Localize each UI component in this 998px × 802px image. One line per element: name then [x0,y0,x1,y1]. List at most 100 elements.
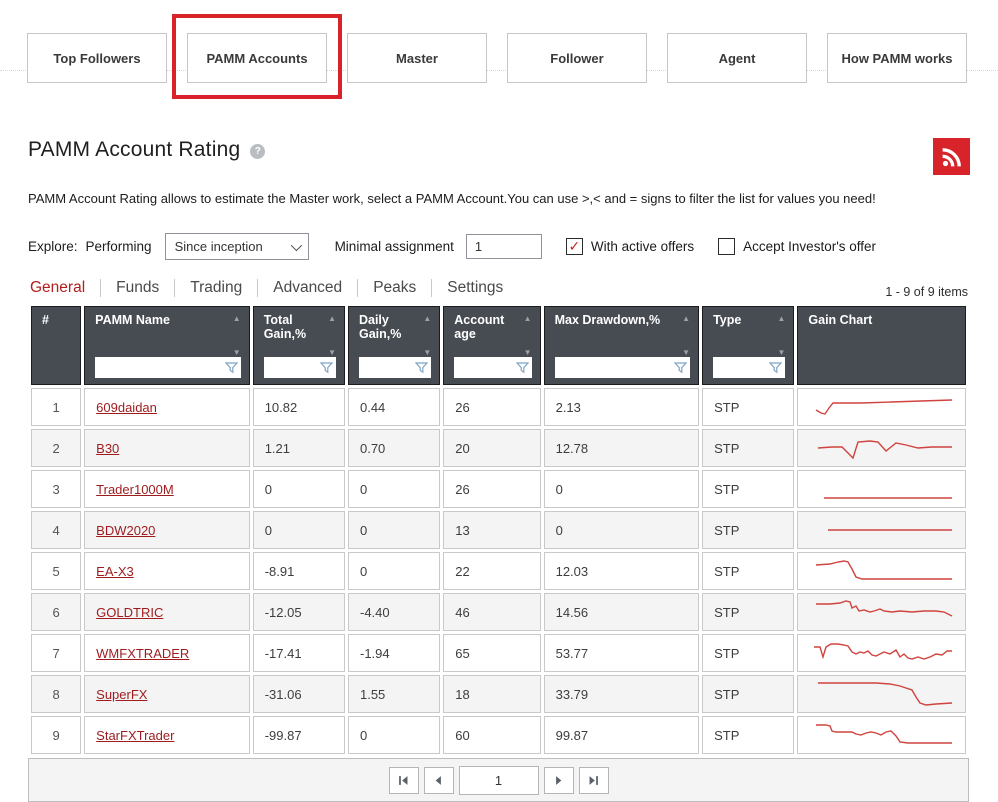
nav-button-pamm-accounts[interactable]: PAMM Accounts [187,33,327,83]
checkbox-checked-icon[interactable]: ✓ [565,238,583,255]
col-label-daily-gain: Daily Gain,% [358,313,402,341]
filter-funnel-icon[interactable] [769,361,783,374]
header-row: # PAMM Name ▲ ▼ Total Gain,% ▲ ▼ [31,306,966,385]
nav-button-how-pamm-works[interactable]: How PAMM works [827,33,967,83]
tab-funds[interactable]: Funds [100,279,174,297]
col-header-total-gain[interactable]: Total Gain,% ▲ ▼ [252,306,345,385]
help-icon[interactable]: ? [250,144,266,159]
gain-chart-cell [797,552,966,590]
last-page-icon [589,775,598,785]
sort-asc-icon[interactable]: ▲ [777,314,786,323]
col-label-total-gain: Total Gain,% [263,313,307,341]
col-header-account-age[interactable]: Account age ▲ ▼ [443,306,541,385]
pamm-name-link[interactable]: StarFXTrader [96,727,175,743]
sort-desc-icon[interactable]: ▼ [423,348,432,357]
tabs-row: General Funds Trading Advanced Peaks Set… [28,279,970,299]
sort-asc-icon[interactable]: ▲ [328,314,336,323]
filter-input-pamm-name[interactable] [98,360,225,375]
filter-input-max-drawdown[interactable] [557,360,675,375]
sort-asc-icon[interactable]: ▲ [523,314,532,323]
pamm-name-link[interactable]: SuperFX [96,686,148,702]
pamm-name-link[interactable]: BDW2020 [96,522,156,538]
max-drawdown-cell: 2.13 [543,388,700,426]
sort-desc-icon[interactable]: ▼ [232,348,241,357]
page-number-input[interactable] [458,765,539,795]
minimal-assignment-input[interactable] [465,234,542,259]
filter-funnel-icon[interactable] [224,361,238,374]
tab-trading[interactable]: Trading [174,279,257,297]
col-header-pamm-name[interactable]: PAMM Name ▲ ▼ [84,306,250,385]
sort-asc-icon[interactable]: ▲ [682,314,691,323]
filter-input-type[interactable] [716,360,770,375]
gain-chart-cell [797,716,966,754]
account-age-cell: 60 [443,716,541,754]
sparkline-chart [814,643,953,660]
table-row: 5 EA-X3 -8.91 0 22 12.03 STP [31,552,966,590]
checkbox-unchecked-icon[interactable] [718,238,736,255]
next-page-button[interactable] [543,766,574,794]
pamm-name-link[interactable]: WMFXTRADER [96,645,190,661]
col-label-max-drawdown: Max Drawdown,% [554,313,661,327]
last-page-button[interactable] [578,766,609,794]
sparkline-chart [824,497,953,499]
rss-icon[interactable] [933,138,970,175]
sparkline-chart [828,529,953,531]
title-row: PAMM Account Rating ? [28,138,970,175]
filter-input-account-age[interactable] [457,360,516,375]
accept-investors-offer-checkbox[interactable]: Accept Investor's offer [718,238,876,255]
table-row: 4 BDW2020 0 0 13 0 STP [31,511,966,549]
tab-settings[interactable]: Settings [431,279,518,297]
filter-input-total-gain[interactable] [266,360,320,375]
nav-button-follower[interactable]: Follower [507,33,647,83]
sparkline-chart [818,682,953,706]
account-age-cell: 26 [443,388,541,426]
col-header-max-drawdown[interactable]: Max Drawdown,% ▲ ▼ [543,306,700,385]
row-index: 5 [31,552,82,590]
nav-button-master[interactable]: Master [347,33,487,83]
daily-gain-cell: 0 [347,552,441,590]
col-header-daily-gain[interactable]: Daily Gain,% ▲ ▼ [347,306,441,385]
nav-button-top-followers[interactable]: Top Followers [27,33,167,83]
filter-funnel-icon[interactable] [319,361,333,374]
pamm-name-link[interactable]: 609daidan [96,399,157,415]
accept-investors-offer-label: Accept Investor's offer [743,239,877,254]
period-select[interactable]: Since inception [164,233,309,260]
first-page-button[interactable] [388,766,419,794]
type-cell: STP [702,552,795,590]
pamm-rating-table: # PAMM Name ▲ ▼ Total Gain,% ▲ ▼ [28,303,969,757]
sort-desc-icon[interactable]: ▼ [682,348,691,357]
pamm-name-link[interactable]: Trader1000M [96,481,174,497]
nav-button-agent[interactable]: Agent [667,33,807,83]
filter-funnel-icon[interactable] [515,361,529,374]
account-age-cell: 46 [443,593,541,631]
sort-asc-icon[interactable]: ▲ [423,314,432,323]
tab-peaks[interactable]: Peaks [357,279,431,297]
tab-advanced[interactable]: Advanced [257,279,357,297]
col-header-type[interactable]: Type ▲ ▼ [702,306,795,385]
sort-desc-icon[interactable]: ▼ [328,348,336,357]
sort-desc-icon[interactable]: ▼ [523,348,532,357]
type-cell: STP [702,675,795,713]
sort-asc-icon[interactable]: ▲ [232,314,241,323]
gain-chart-cell [797,593,966,631]
page-title: PAMM Account Rating [28,138,241,161]
filter-row: Explore: Performing Since inception Mini… [28,233,970,260]
col-header-index: # [31,306,82,385]
prev-page-button[interactable] [423,766,454,794]
filter-input-daily-gain[interactable] [361,360,416,375]
pamm-name-link[interactable]: B30 [96,440,120,456]
with-active-offers-checkbox[interactable]: ✓ With active offers [565,238,694,255]
total-gain-cell: -8.91 [252,552,345,590]
gain-chart-cell [797,675,966,713]
filter-funnel-icon[interactable] [415,361,429,374]
filter-funnel-icon[interactable] [674,361,688,374]
pamm-name-link[interactable]: EA-X3 [96,563,134,579]
pamm-name-link[interactable]: GOLDTRIC [96,604,164,620]
sort-desc-icon[interactable]: ▼ [777,348,786,357]
items-count: 1 - 9 of 9 items [885,285,968,299]
total-gain-cell: -12.05 [252,593,345,631]
max-drawdown-cell: 0 [543,511,700,549]
daily-gain-cell: 0.70 [347,429,441,467]
col-label-gain-chart: Gain Chart [808,313,873,327]
tab-general[interactable]: General [30,279,86,296]
